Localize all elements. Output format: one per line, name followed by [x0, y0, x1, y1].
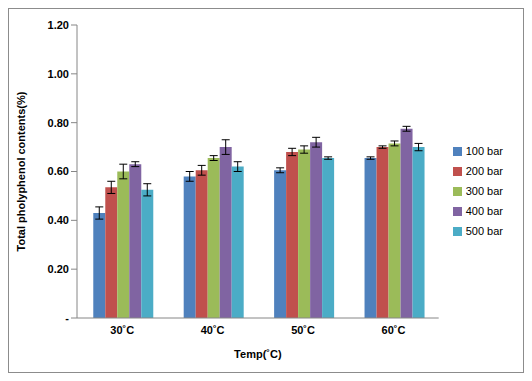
- svg-text:1.00: 1.00: [48, 68, 69, 80]
- svg-text:0.60: 0.60: [48, 165, 69, 177]
- svg-text:0.40: 0.40: [48, 214, 69, 226]
- svg-text:0.20: 0.20: [48, 263, 69, 275]
- html-text:300 bar: 300 bar: [465, 184, 503, 197]
- svg-text:1.20: 1.20: [48, 19, 69, 31]
- html-text:100 bar: 100 bar: [465, 144, 503, 157]
- svg-text:Temp(˚C): Temp(˚C): [234, 348, 282, 360]
- html-text:200 bar: 200 bar: [465, 164, 503, 177]
- svg-text:50˚C: 50˚C: [291, 324, 315, 336]
- svg-text:Total pholyphenol contents(%): Total pholyphenol contents(%): [15, 91, 27, 251]
- svg-text:30˚C: 30˚C: [110, 324, 134, 336]
- svg-text:0.80: 0.80: [48, 117, 69, 129]
- html-text:400 bar: 400 bar: [465, 204, 503, 217]
- svg-text:60˚C: 60˚C: [382, 324, 406, 336]
- svg-text:-: -: [65, 312, 69, 324]
- svg-text:40˚C: 40˚C: [201, 324, 225, 336]
- html-text:500 bar: 500 bar: [465, 224, 503, 237]
